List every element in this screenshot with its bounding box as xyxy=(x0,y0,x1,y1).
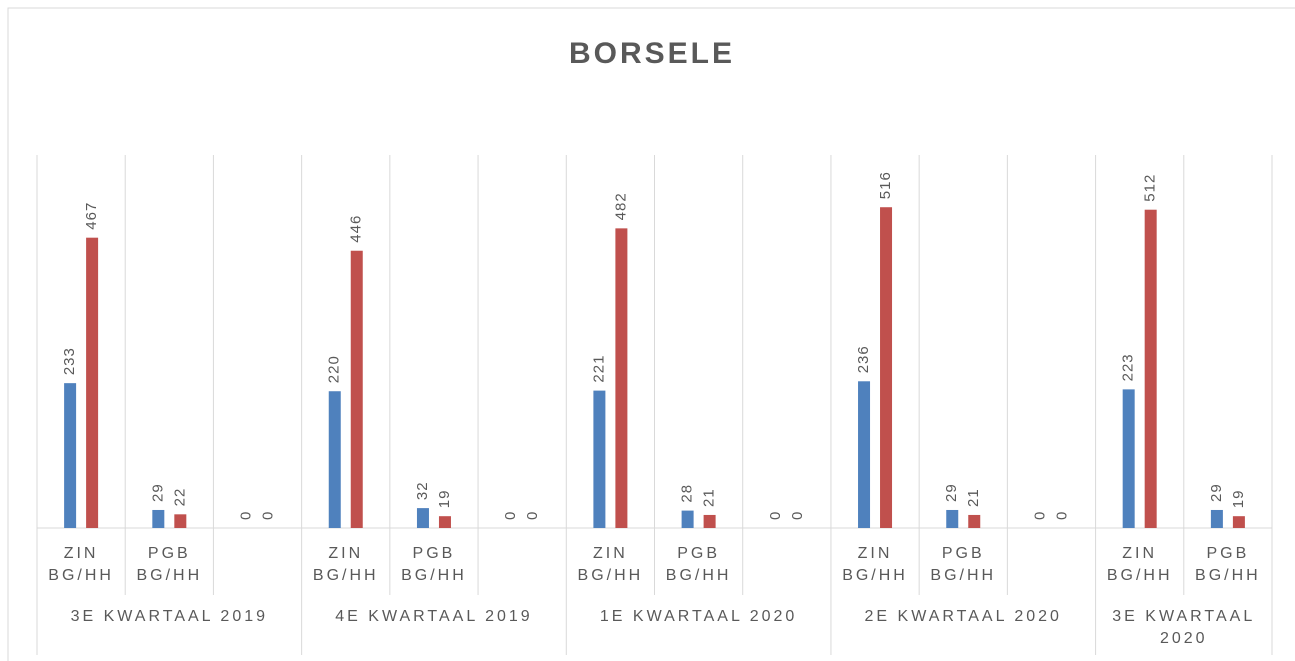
bar xyxy=(350,250,363,528)
x-tick-label: PGB BG/HH xyxy=(1195,545,1261,584)
bar xyxy=(152,509,165,528)
x-tick-label: PGB BG/HH xyxy=(930,545,997,584)
data-label: 19 xyxy=(436,490,453,509)
x-tick-label: ZIN BG/HH xyxy=(842,545,908,584)
bar xyxy=(1232,516,1245,528)
x-tick-label: PGB BG/HH xyxy=(136,545,203,584)
x-tick-label: ZIN BG/HH xyxy=(1106,545,1173,584)
bar xyxy=(615,228,628,528)
chart-title: BORSELE xyxy=(569,37,735,70)
data-label: 21 xyxy=(701,488,718,507)
bar xyxy=(703,514,716,528)
data-label: 221 xyxy=(590,355,607,383)
group-label: 4E KWARTAAL 2019 xyxy=(335,608,533,625)
bar xyxy=(438,516,451,528)
group-label: 3E KWARTAAL 2019 xyxy=(70,608,269,625)
data-label: 0 xyxy=(789,511,806,520)
bar xyxy=(1210,509,1223,528)
data-label: 21 xyxy=(965,488,982,507)
data-label: 29 xyxy=(943,483,960,502)
data-label: 0 xyxy=(767,511,784,520)
data-label: 512 xyxy=(1142,174,1159,202)
data-label: 233 xyxy=(61,347,78,375)
data-label: 220 xyxy=(326,355,343,383)
bar xyxy=(416,508,429,528)
bar xyxy=(593,390,606,528)
bar xyxy=(968,514,981,528)
bar xyxy=(858,381,871,528)
data-label: 32 xyxy=(414,481,431,500)
bar xyxy=(880,207,893,528)
bar xyxy=(328,391,341,528)
bar xyxy=(681,510,694,528)
data-label: 22 xyxy=(171,488,188,507)
bar xyxy=(1144,209,1157,528)
group-label: 2E KWARTAAL 2020 xyxy=(864,608,1062,625)
data-label: 0 xyxy=(524,511,541,520)
data-label: 28 xyxy=(679,484,696,503)
bar xyxy=(946,509,959,528)
data-label: 29 xyxy=(149,483,166,502)
data-label: 0 xyxy=(1031,511,1048,520)
x-tick-label: PGB BG/HH xyxy=(665,545,732,584)
data-label: 223 xyxy=(1120,353,1137,381)
data-label: 0 xyxy=(1053,511,1070,520)
x-tick-label: ZIN BG/HH xyxy=(48,545,114,584)
group-label: 1E KWARTAAL 2020 xyxy=(599,608,798,625)
data-label: 446 xyxy=(348,215,365,243)
bar xyxy=(86,237,99,528)
bar xyxy=(174,514,187,528)
data-label: 467 xyxy=(83,202,100,230)
chart-border xyxy=(7,7,1295,661)
data-label: 236 xyxy=(855,345,872,373)
data-label: 0 xyxy=(238,511,255,520)
x-tick-label: PGB BG/HH xyxy=(401,545,467,584)
data-label: 516 xyxy=(877,171,894,199)
data-label: 19 xyxy=(1230,490,1247,509)
group-label: 3E KWARTAAL 2020 xyxy=(1112,608,1256,647)
bar xyxy=(1122,389,1135,528)
data-label: 482 xyxy=(612,192,629,220)
data-label: 0 xyxy=(502,511,519,520)
x-tick-label: ZIN BG/HH xyxy=(312,545,379,584)
data-label: 0 xyxy=(260,511,277,520)
data-label: 29 xyxy=(1208,483,1225,502)
x-tick-label: ZIN BG/HH xyxy=(577,545,644,584)
bar xyxy=(64,383,77,528)
